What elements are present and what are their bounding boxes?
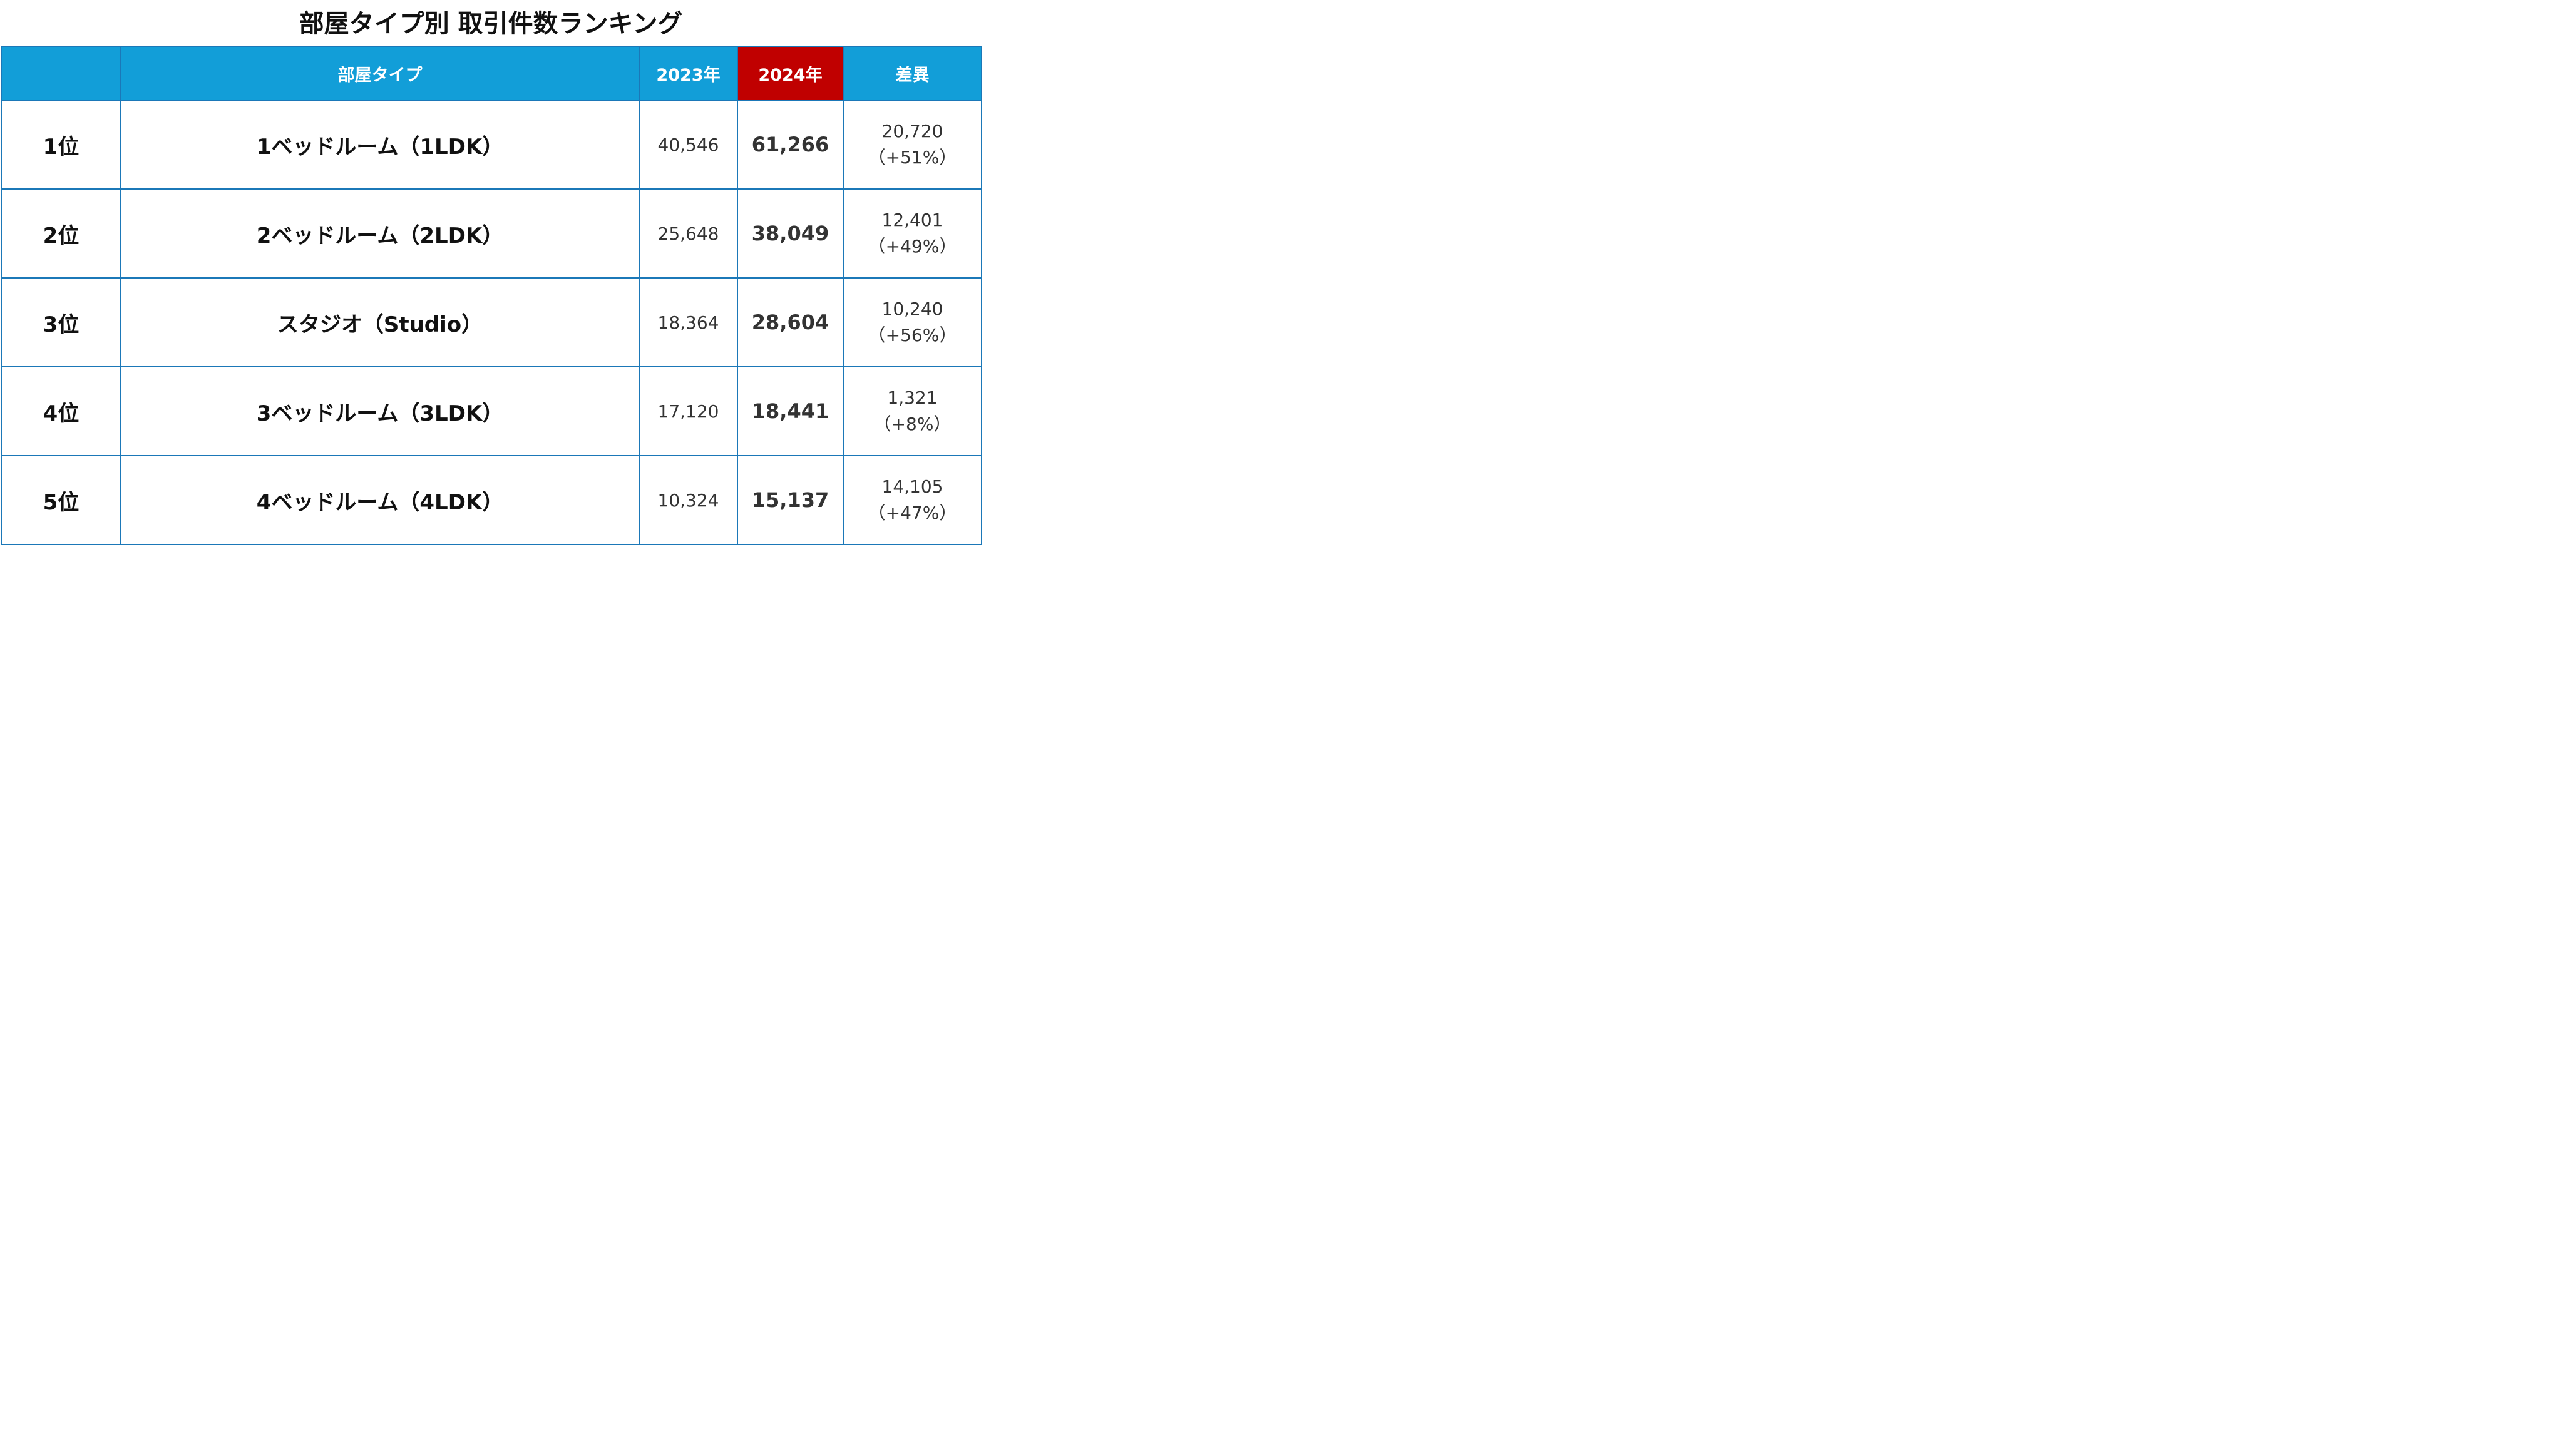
value-2024-cell: 61,266 [737, 100, 844, 190]
difference-cell: 12,401 （+49%） [843, 188, 982, 279]
room-type-cell: 2ベッドルーム（2LDK） [120, 188, 640, 279]
difference-percent: （+51%） [868, 147, 957, 168]
difference-value: 1,321 [887, 387, 938, 408]
difference-value: 20,720 [881, 121, 943, 141]
difference-cell: 20,720 （+51%） [843, 100, 982, 190]
table-row: 2位 2ベッドルーム（2LDK） 25,648 38,049 12,401 （+… [1, 188, 982, 279]
difference-cell: 14,105 （+47%） [843, 455, 982, 545]
room-type-cell: 1ベッドルーム（1LDK） [120, 100, 640, 190]
table-row: 3位 スタジオ（Studio） 18,364 28,604 10,240 （+5… [1, 277, 982, 367]
table-title: 部屋タイプ別 取引件数ランキング [299, 9, 683, 38]
header-2023: 2023年 [639, 46, 738, 101]
value-2024-cell: 15,137 [737, 455, 844, 545]
difference-cell: 10,240 （+56%） [843, 277, 982, 367]
value-2024-cell: 18,441 [737, 366, 844, 456]
header-room-type: 部屋タイプ [120, 46, 640, 101]
difference-value: 10,240 [881, 299, 943, 319]
table-row: 5位 4ベッドルーム（4LDK） 10,324 15,137 14,105 （+… [1, 455, 982, 545]
rank-cell: 1位 [1, 100, 121, 190]
difference-percent: （+56%） [868, 325, 957, 345]
value-2024-cell: 38,049 [737, 188, 844, 279]
difference-value: 14,105 [881, 476, 943, 497]
difference-percent: （+8%） [873, 414, 952, 434]
difference-cell: 1,321 （+8%） [843, 366, 982, 456]
header-2024: 2024年 [737, 46, 844, 101]
value-2024-cell: 28,604 [737, 277, 844, 367]
value-2023-cell: 18,364 [639, 277, 738, 367]
ranking-table: 部屋タイプ 2023年 2024年 差異 1位 1ベッドルーム（1LDK） 40… [1, 46, 982, 545]
rank-cell: 5位 [1, 455, 121, 545]
rank-cell: 3位 [1, 277, 121, 367]
header-difference: 差異 [843, 46, 982, 101]
header-rank [1, 46, 121, 101]
rank-cell: 4位 [1, 366, 121, 456]
difference-percent: （+47%） [868, 503, 957, 523]
value-2023-cell: 17,120 [639, 366, 738, 456]
value-2023-cell: 40,546 [639, 100, 738, 190]
table-row: 4位 3ベッドルーム（3LDK） 17,120 18,441 1,321 （+8… [1, 366, 982, 456]
header-row: 部屋タイプ 2023年 2024年 差異 [1, 46, 982, 101]
table-row: 1位 1ベッドルーム（1LDK） 40,546 61,266 20,720 （+… [1, 100, 982, 190]
room-type-cell: スタジオ（Studio） [120, 277, 640, 367]
room-type-cell: 4ベッドルーム（4LDK） [120, 455, 640, 545]
room-type-cell: 3ベッドルーム（3LDK） [120, 366, 640, 456]
difference-value: 12,401 [881, 210, 943, 230]
value-2023-cell: 10,324 [639, 455, 738, 545]
value-2023-cell: 25,648 [639, 188, 738, 279]
table-body: 1位 1ベッドルーム（1LDK） 40,546 61,266 20,720 （+… [1, 100, 982, 545]
difference-percent: （+49%） [868, 236, 957, 257]
rank-cell: 2位 [1, 188, 121, 279]
